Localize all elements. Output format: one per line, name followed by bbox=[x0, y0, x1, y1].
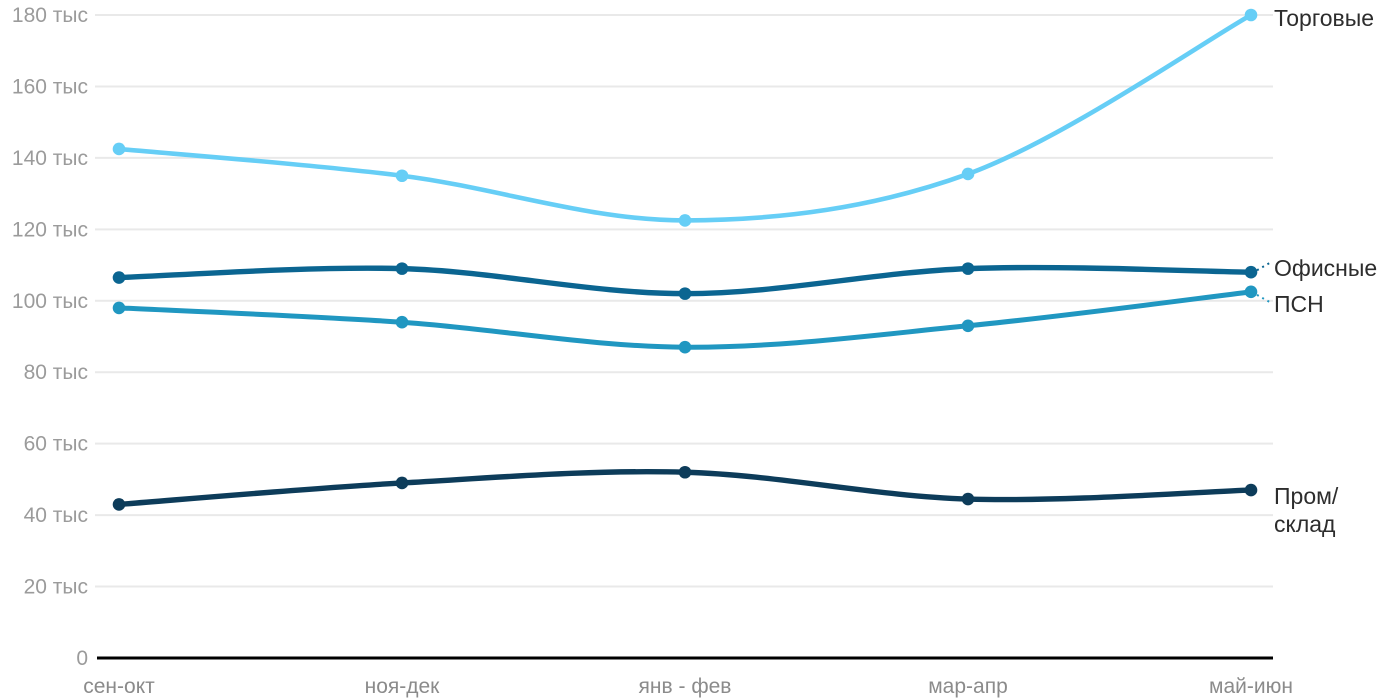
series-point[interactable] bbox=[1244, 8, 1258, 22]
x-axis-tick-label: янв - фев bbox=[639, 675, 732, 698]
series-point[interactable] bbox=[112, 142, 126, 156]
series-label: Торговые bbox=[1274, 5, 1374, 31]
series-point[interactable] bbox=[961, 492, 975, 506]
y-axis-tick-label: 100 тыс bbox=[12, 290, 88, 313]
y-axis-tick-label: 120 тыс bbox=[12, 218, 88, 241]
series-point[interactable] bbox=[961, 262, 975, 275]
series-point[interactable] bbox=[1244, 483, 1258, 497]
series-line-1 bbox=[116, 12, 1254, 223]
y-axis-tick-label: 80 тыс bbox=[24, 361, 88, 384]
x-axis-tick-label: мар-апр bbox=[928, 675, 1008, 698]
series-point[interactable] bbox=[1244, 285, 1258, 299]
y-axis-tick-label: 180 тыс bbox=[12, 4, 88, 27]
series-point[interactable] bbox=[678, 214, 692, 227]
series-point[interactable] bbox=[678, 287, 692, 300]
series-label: Офисные bbox=[1274, 255, 1377, 281]
series-point[interactable] bbox=[395, 262, 409, 275]
x-axis-tick-label: сен-окт bbox=[83, 675, 155, 698]
y-axis-tick-label: 60 тыс bbox=[24, 433, 88, 456]
series-label: ПСН bbox=[1274, 291, 1324, 317]
series-point[interactable] bbox=[1244, 265, 1258, 279]
series-point[interactable] bbox=[112, 498, 126, 511]
series-label: Пром/склад bbox=[1274, 483, 1339, 537]
series-point[interactable] bbox=[678, 465, 692, 479]
y-axis-tick-label: 20 тыс bbox=[24, 576, 88, 599]
series-point[interactable] bbox=[961, 167, 975, 181]
series-point[interactable] bbox=[678, 340, 692, 354]
y-axis-tick-label: 140 тыс bbox=[12, 147, 88, 170]
label-leader-line bbox=[1256, 293, 1272, 304]
series-point[interactable] bbox=[395, 169, 409, 183]
x-axis-tick-label: ноя-дек bbox=[365, 675, 441, 698]
series-point[interactable] bbox=[112, 271, 126, 284]
series-point[interactable] bbox=[395, 476, 409, 490]
y-axis-tick-label: 160 тыс bbox=[12, 75, 88, 98]
y-axis-tick-label: 0 bbox=[76, 647, 88, 670]
series-point[interactable] bbox=[961, 319, 975, 333]
y-axis-tick-label: 40 тыс bbox=[24, 504, 88, 527]
x-axis-tick-label: май-июн bbox=[1209, 675, 1293, 698]
label-leader-line bbox=[1256, 261, 1272, 272]
series-point[interactable] bbox=[112, 301, 126, 315]
series-point[interactable] bbox=[395, 315, 409, 329]
